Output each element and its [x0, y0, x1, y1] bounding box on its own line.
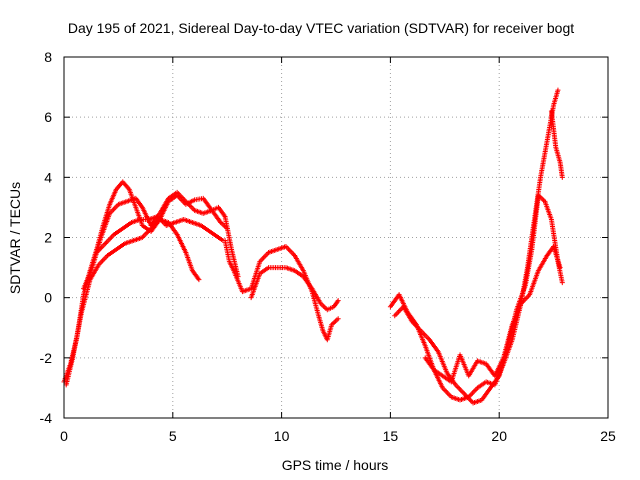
data-point [557, 265, 563, 271]
x-axis-label: GPS time / hours [282, 457, 389, 473]
y-tick-labels: -4 -2 0 2 4 6 8 [40, 49, 53, 426]
data-points [61, 87, 565, 406]
x-tick-label: 5 [169, 428, 177, 444]
x-tick-label: 0 [60, 428, 68, 444]
y-tick-label: 8 [44, 49, 52, 65]
series-track-9 [422, 244, 563, 385]
series-track-8 [392, 192, 565, 406]
chart-title: Day 195 of 2021, Sidereal Day-to-day VTE… [68, 20, 574, 36]
x-tick-label: 25 [600, 428, 616, 444]
series-track-10 [548, 108, 565, 180]
series-track-7 [387, 87, 561, 403]
y-tick-label: -4 [40, 410, 53, 426]
series-track-4 [94, 213, 226, 256]
data-point [555, 87, 561, 93]
y-tick-label: 4 [44, 169, 52, 185]
y-tick-label: 2 [44, 230, 52, 246]
data-point [335, 298, 341, 304]
y-tick-label: 6 [44, 109, 52, 125]
y-tick-label: -2 [40, 350, 53, 366]
data-point [559, 174, 565, 180]
y-axis-label: SDTVAR / TECUs [7, 182, 23, 294]
plot-frame [63, 56, 609, 419]
series-track-3 [81, 189, 241, 292]
data-point [335, 316, 341, 322]
series-track-2 [63, 216, 202, 388]
data-point [196, 277, 202, 283]
x-tick-labels: 0 5 10 15 20 25 [60, 428, 616, 444]
x-tick-label: 10 [274, 428, 290, 444]
x-tick-label: 20 [491, 428, 507, 444]
series-track-6 [248, 265, 341, 313]
grid-lines [64, 57, 608, 418]
y-tick-label: 0 [44, 290, 52, 306]
x-tick-label: 15 [383, 428, 399, 444]
data-point [559, 280, 565, 286]
